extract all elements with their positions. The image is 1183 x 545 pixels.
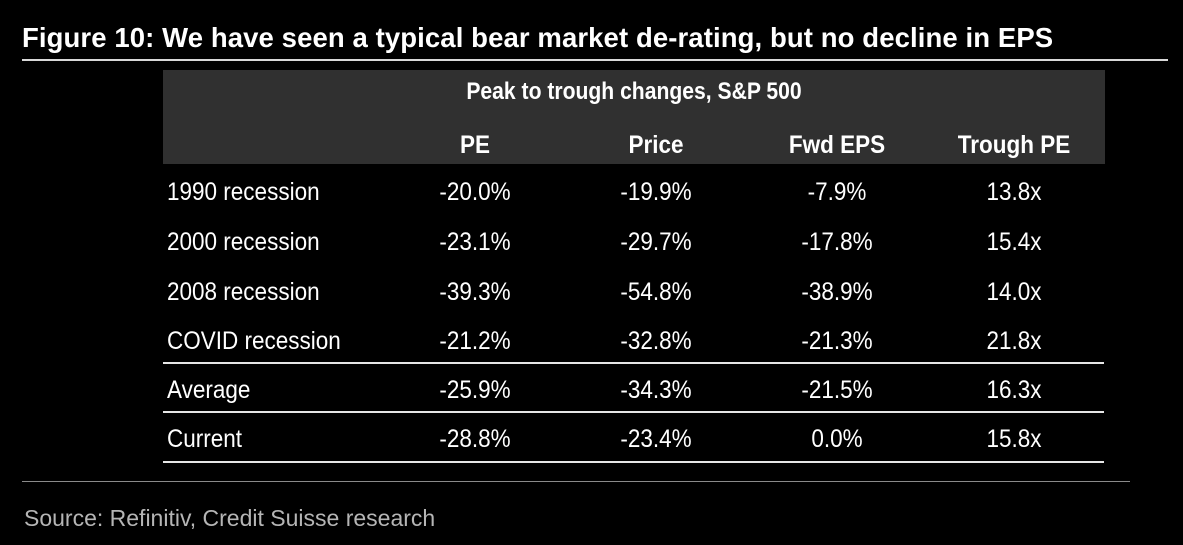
- current-divider: [163, 411, 1104, 413]
- row-label: 2000 recession: [167, 228, 320, 256]
- cell-pe: -39.3%: [439, 278, 511, 306]
- cell-pe: -23.1%: [439, 228, 511, 256]
- table-bottom-divider: [163, 461, 1104, 463]
- column-header-trough-pe: Trough PE: [957, 131, 1071, 159]
- column-header-price: Price: [628, 131, 684, 159]
- cell-trough-pe: 15.4x: [986, 228, 1042, 256]
- cell-price: -34.3%: [620, 376, 692, 404]
- row-label: 1990 recession: [167, 178, 320, 206]
- figure-title: Figure 10: We have seen a typical bear m…: [22, 22, 1054, 53]
- table-row-2000-recession: 2000 recession -23.1% -29.7% -17.8% 15.4…: [163, 228, 1105, 278]
- cell-fwd-eps: 0.0%: [811, 425, 863, 453]
- table-header-title: Peak to trough changes, S&P 500: [466, 78, 802, 105]
- column-header-pe: PE: [459, 131, 491, 159]
- cell-fwd-eps: -21.5%: [801, 376, 873, 404]
- table-header-band: Peak to trough changes, S&P 500 PE Price…: [163, 70, 1105, 164]
- row-label: 2008 recession: [167, 278, 320, 306]
- cell-price: -19.9%: [620, 178, 692, 206]
- cell-fwd-eps: -7.9%: [807, 178, 867, 206]
- cell-trough-pe: 14.0x: [986, 278, 1042, 306]
- table-row-average: Average -25.9% -34.3% -21.5% 16.3x: [163, 376, 1105, 426]
- cell-price: -23.4%: [620, 425, 692, 453]
- footer-divider: [22, 481, 1130, 482]
- row-label: COVID recession: [167, 327, 341, 355]
- cell-fwd-eps: -21.3%: [801, 327, 873, 355]
- cell-price: -29.7%: [620, 228, 692, 256]
- source-note: Source: Refinitiv, Credit Suisse researc…: [24, 505, 436, 531]
- table-row-1990-recession: 1990 recession -20.0% -19.9% -7.9% 13.8x: [163, 178, 1105, 228]
- average-divider: [163, 362, 1104, 364]
- row-label: Average: [167, 376, 251, 404]
- cell-price: -54.8%: [620, 278, 692, 306]
- table-row-covid-recession: COVID recession -21.2% -32.8% -21.3% 21.…: [163, 327, 1105, 377]
- cell-price: -32.8%: [620, 327, 692, 355]
- cell-pe: -25.9%: [439, 376, 511, 404]
- column-header-fwd-eps: Fwd EPS: [788, 131, 886, 159]
- row-label: Current: [167, 425, 243, 453]
- cell-pe: -20.0%: [439, 178, 511, 206]
- cell-pe: -28.8%: [439, 425, 511, 453]
- title-divider: [22, 59, 1168, 61]
- cell-trough-pe: 21.8x: [986, 327, 1042, 355]
- table-row-current: Current -28.8% -23.4% 0.0% 15.8x: [163, 425, 1105, 475]
- cell-trough-pe: 15.8x: [986, 425, 1042, 453]
- table-row-2008-recession: 2008 recession -39.3% -54.8% -38.9% 14.0…: [163, 278, 1105, 328]
- cell-trough-pe: 13.8x: [986, 178, 1042, 206]
- cell-pe: -21.2%: [439, 327, 511, 355]
- cell-fwd-eps: -17.8%: [801, 228, 873, 256]
- cell-trough-pe: 16.3x: [986, 376, 1042, 404]
- cell-fwd-eps: -38.9%: [801, 278, 873, 306]
